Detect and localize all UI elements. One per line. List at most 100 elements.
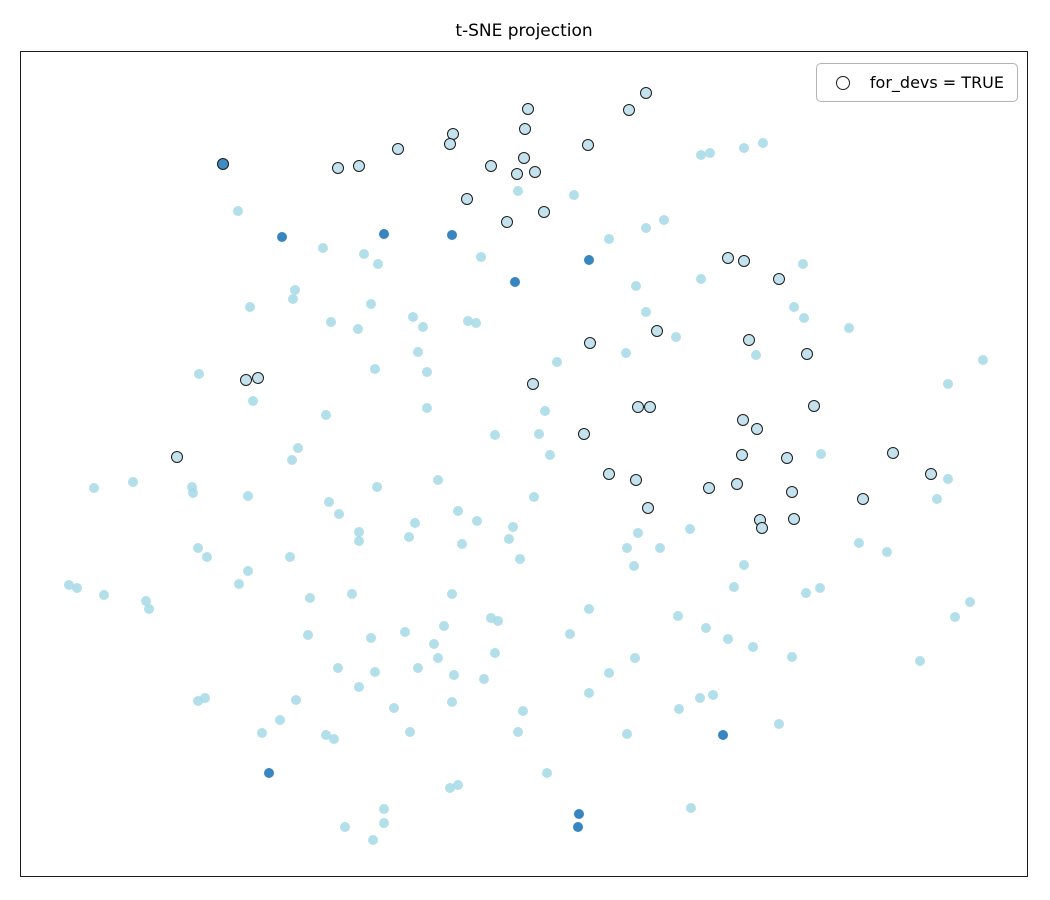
scatter-point-for_devs_true_light bbox=[857, 493, 869, 505]
scatter-point-for_devs_true_light bbox=[501, 216, 513, 228]
scatter-point-for_devs_true_light bbox=[651, 325, 663, 337]
scatter-point-other_light bbox=[248, 396, 258, 406]
scatter-point-for_devs_true_light bbox=[630, 474, 642, 486]
scatter-point-other_light bbox=[729, 582, 739, 592]
scatter-point-other_light bbox=[418, 322, 428, 332]
scatter-point-other_light bbox=[705, 148, 715, 158]
scatter-point-for_devs_true_light bbox=[529, 166, 541, 178]
scatter-point-other_light bbox=[379, 804, 389, 814]
scatter-point-other_light bbox=[354, 536, 364, 546]
scatter-point-for_devs_true_light bbox=[461, 193, 473, 205]
scatter-point-other_light bbox=[449, 670, 459, 680]
scatter-point-other_light bbox=[748, 642, 758, 652]
scatter-point-for_devs_true_light bbox=[632, 401, 644, 413]
scatter-point-other_light bbox=[641, 223, 651, 233]
scatter-point-for_devs_true_light bbox=[722, 252, 734, 264]
scatter-point-other_light bbox=[655, 543, 665, 553]
scatter-point-other_light bbox=[370, 667, 380, 677]
scatter-point-other_light bbox=[326, 317, 336, 327]
scatter-point-for_devs_true_light bbox=[522, 103, 534, 115]
scatter-point-other_light bbox=[334, 509, 344, 519]
scatter-point-other_light bbox=[673, 611, 683, 621]
scatter-point-for_devs_true_light bbox=[623, 104, 635, 116]
scatter-point-other_light bbox=[490, 430, 500, 440]
scatter-point-for_devs_true_light bbox=[736, 449, 748, 461]
scatter-point-other_light bbox=[243, 491, 253, 501]
scatter-point-other_light bbox=[447, 589, 457, 599]
scatter-point-other_light bbox=[243, 566, 253, 576]
scatter-point-for_devs_true_light bbox=[788, 513, 800, 525]
scatter-point-for_devs_true_light bbox=[527, 378, 539, 390]
scatter-point-other_light bbox=[293, 443, 303, 453]
scatter-point-other_light bbox=[534, 429, 544, 439]
scatter-point-other_light bbox=[99, 590, 109, 600]
scatter-point-other_light bbox=[471, 318, 481, 328]
scatter-point-for_devs_true_light bbox=[731, 478, 743, 490]
scatter-point-other_light bbox=[321, 410, 331, 420]
scatter-point-other_light bbox=[291, 695, 301, 705]
scatter-point-other_light bbox=[787, 652, 797, 662]
scatter-point-other_light bbox=[353, 324, 363, 334]
scatter-point-other_light bbox=[372, 482, 382, 492]
scatter-point-other_light bbox=[408, 312, 418, 322]
chart-title: t-SNE projection bbox=[455, 21, 593, 41]
scatter-point-other_light bbox=[696, 274, 706, 284]
scatter-point-other_light bbox=[552, 357, 562, 367]
scatter-point-other_light bbox=[188, 488, 198, 498]
scatter-point-other_dark bbox=[574, 809, 584, 819]
scatter-point-other_light bbox=[943, 474, 953, 484]
scatter-point-other_light bbox=[493, 616, 503, 626]
scatter-point-other_light bbox=[708, 690, 718, 700]
scatter-point-other_light bbox=[429, 639, 439, 649]
scatter-point-other_light bbox=[359, 249, 369, 259]
scatter-point-other_light bbox=[89, 483, 99, 493]
scatter-point-other_light bbox=[701, 623, 711, 633]
scatter-point-other_dark bbox=[718, 730, 728, 740]
scatter-point-other_light bbox=[233, 206, 243, 216]
scatter-point-other_light bbox=[565, 629, 575, 639]
scatter-point-other_light bbox=[128, 477, 138, 487]
scatter-point-for_devs_true_light bbox=[252, 372, 264, 384]
legend-label: for_devs = TRUE bbox=[869, 73, 1004, 92]
scatter-point-other_light bbox=[453, 780, 463, 790]
scatter-point-other_light bbox=[751, 350, 761, 360]
scatter-point-for_devs_true_light bbox=[578, 428, 590, 440]
scatter-point-for_devs_true_light bbox=[808, 400, 820, 412]
scatter-point-for_devs_true_light bbox=[738, 255, 750, 267]
scatter-point-other_light bbox=[584, 688, 594, 698]
scatter-point-other_light bbox=[631, 281, 641, 291]
scatter-point-other_light bbox=[815, 583, 825, 593]
scatter-point-other_light bbox=[422, 403, 432, 413]
scatter-point-other_light bbox=[379, 818, 389, 828]
scatter-point-other_light bbox=[629, 561, 639, 571]
scatter-point-other_dark bbox=[584, 255, 594, 265]
scatter-point-for_devs_true_light bbox=[743, 334, 755, 346]
scatter-point-other_light bbox=[504, 534, 514, 544]
scatter-point-other_light bbox=[696, 150, 706, 160]
scatter-point-other_light bbox=[290, 285, 300, 295]
scatter-point-other_light bbox=[932, 494, 942, 504]
scatter-point-other_light bbox=[329, 734, 339, 744]
scatter-point-other_light bbox=[354, 682, 364, 692]
scatter-point-for_devs_true_light bbox=[332, 162, 344, 174]
scatter-point-for_devs_true_light bbox=[511, 168, 523, 180]
scatter-point-other_light bbox=[486, 613, 496, 623]
scatter-point-for_devs_true_light bbox=[519, 123, 531, 135]
scatter-point-other_light bbox=[366, 633, 376, 643]
scatter-point-other_light bbox=[257, 728, 267, 738]
scatter-point-for_devs_true_light bbox=[582, 139, 594, 151]
scatter-point-other_light bbox=[194, 369, 204, 379]
scatter-point-for_devs_true_light bbox=[887, 447, 899, 459]
scatter-point-other_light bbox=[144, 604, 154, 614]
scatter-point-for_devs_true_light bbox=[756, 522, 768, 534]
scatter-point-for_devs_true_light bbox=[538, 206, 550, 218]
scatter-point-for_devs_true_light bbox=[392, 143, 404, 155]
scatter-point-for_devs_true_light bbox=[703, 482, 715, 494]
scatter-point-other_light bbox=[622, 543, 632, 553]
scatter-point-other_light bbox=[633, 528, 643, 538]
scatter-point-other_light bbox=[285, 552, 295, 562]
scatter-point-other_dark bbox=[277, 232, 287, 242]
scatter-point-other_light bbox=[798, 259, 808, 269]
scatter-point-for_devs_true_light bbox=[737, 414, 749, 426]
scatter-point-other_light bbox=[513, 727, 523, 737]
